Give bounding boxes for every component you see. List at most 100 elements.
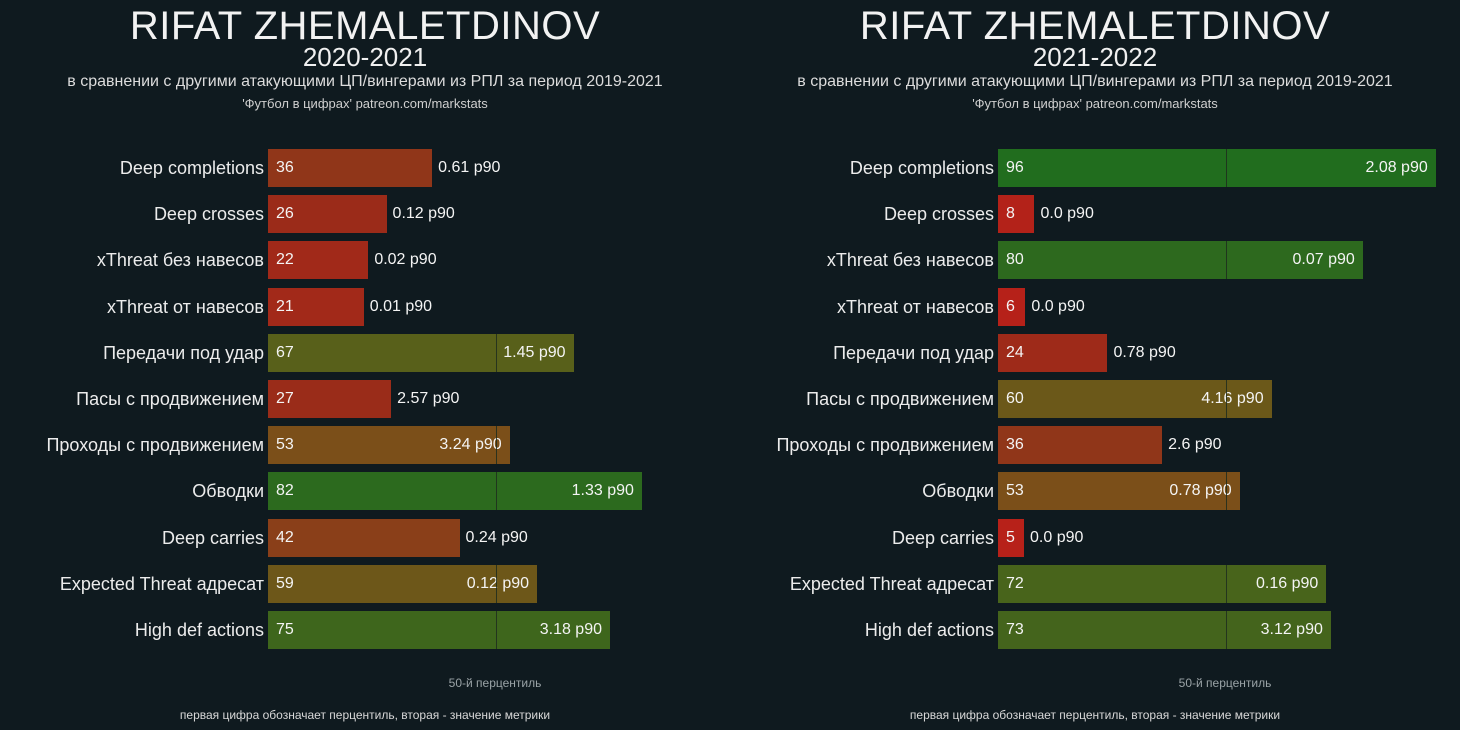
median-reference-line — [496, 611, 497, 649]
metric-value: 0.24 p90 — [465, 528, 528, 546]
percentile-bar — [998, 518, 1024, 557]
percentile-bar — [998, 611, 1331, 649]
percentile-value: 26 — [276, 205, 294, 223]
category-label: xThreat от навесов — [107, 296, 264, 317]
median-reference-line — [1226, 149, 1227, 187]
metric-value: 0.07 p90 — [1292, 251, 1355, 269]
metric-value: 0.02 p90 — [374, 251, 437, 269]
percentile-value: 6 — [1006, 297, 1015, 315]
percentile-value: 21 — [276, 297, 294, 315]
category-label: Передачи под удар — [833, 342, 994, 363]
season-label: 2021-2022 — [1032, 42, 1158, 72]
percentile-bar — [998, 287, 1026, 326]
metric-value: 2.08 p90 — [1365, 159, 1428, 176]
median-reference-line — [496, 472, 497, 511]
metric-value: 4.16 p90 — [1201, 390, 1264, 407]
metric-value: 2.57 p90 — [397, 390, 460, 407]
metric-value: 0.0 p90 — [1040, 205, 1094, 223]
footer-explanation: первая цифра обозначает перцентиль, втор… — [909, 708, 1281, 722]
category-label: Deep carries — [161, 527, 264, 548]
metric-value: 0.78 p90 — [1169, 482, 1232, 500]
category-label: Проходы с продвижением — [46, 435, 264, 456]
median-reference-line — [1226, 380, 1227, 418]
metric-value: 0.0 p90 — [1030, 528, 1084, 546]
category-label: xThreat без навесов — [96, 250, 264, 271]
percentile-value: 72 — [1006, 574, 1024, 592]
metric-value: 1.45 p90 — [503, 343, 566, 361]
percentile-value: 96 — [1006, 159, 1024, 176]
percentile-bar — [268, 380, 392, 418]
percentile-bar — [268, 195, 387, 234]
percentile-value: 53 — [276, 436, 294, 454]
percentile-bar — [998, 380, 1272, 418]
percentile-value: 5 — [1006, 528, 1015, 546]
player-title: RIFAT ZHEMALETDINOV — [859, 4, 1331, 48]
percentile-value: 73 — [1006, 621, 1024, 638]
median-reference-line — [1226, 564, 1227, 603]
percentile-value: 53 — [1006, 482, 1024, 500]
percentile-value: 59 — [276, 574, 294, 592]
percentile-bar — [268, 472, 642, 511]
median-axis-note: 50-й перцентиль — [1178, 676, 1272, 690]
percentile-value: 67 — [276, 343, 294, 361]
category-label: Deep completions — [119, 158, 264, 178]
metric-value: 3.24 p90 — [439, 436, 502, 454]
category-label: Пасы с продвижением — [76, 389, 264, 409]
percentile-bar — [268, 287, 364, 326]
percentile-value: 82 — [276, 482, 294, 500]
percentile-bar — [998, 564, 1327, 603]
percentile-value: 24 — [1006, 343, 1024, 361]
category-label: Обводки — [192, 481, 264, 502]
source-credit: 'Футбол в цифрах' patreon.com/markstats — [242, 96, 488, 111]
percentile-value: 60 — [1006, 390, 1024, 407]
median-reference-line — [1226, 472, 1227, 511]
percentile-value: 36 — [1006, 436, 1024, 454]
category-label: Deep crosses — [883, 204, 994, 225]
category-label: High def actions — [134, 620, 264, 640]
percentile-bar — [998, 426, 1163, 465]
category-label: xThreat без навесов — [826, 250, 994, 271]
percentile-bar — [268, 426, 510, 465]
percentile-bar — [268, 333, 574, 372]
percentile-value: 27 — [276, 390, 294, 407]
category-label: Deep carries — [891, 527, 994, 548]
category-label: High def actions — [864, 620, 994, 640]
metric-value: 0.0 p90 — [1031, 297, 1085, 315]
panel-2020-2021: RIFAT ZHEMALETDINOV 2020-2021 в сравнени… — [46, 4, 663, 722]
metric-value: 0.01 p90 — [369, 297, 433, 315]
metric-value: 1.33 p90 — [571, 482, 634, 500]
percentile-bar — [268, 149, 433, 187]
median-reference-line — [496, 564, 497, 603]
category-label: Обводки — [922, 481, 994, 502]
category-label: Expected Threat адресат — [789, 573, 994, 594]
median-reference-line — [1226, 611, 1227, 649]
footer-explanation: первая цифра обозначает перцентиль, втор… — [179, 708, 551, 722]
median-reference-line — [496, 426, 497, 465]
percentile-bar-chart: Deep completions 36 0.61 p90 Deep crosses 26… — [46, 149, 642, 649]
comparison-subtitle: в сравнении с другими атакующими ЦП/винг… — [67, 73, 663, 90]
metric-value: 0.78 p90 — [1113, 343, 1176, 361]
percentile-value: 80 — [1006, 251, 1024, 269]
metric-value: 0.12 p90 — [392, 205, 455, 223]
category-label: Пасы с продвижением — [806, 389, 994, 409]
season-label: 2020-2021 — [302, 42, 428, 72]
percentile-bar — [998, 195, 1035, 234]
panel-2021-2022: RIFAT ZHEMALETDINOV 2021-2022 в сравнени… — [730, 0, 1460, 730]
category-label: Expected Threat адресат — [59, 573, 264, 594]
percentile-bar — [268, 564, 538, 603]
percentile-value: 8 — [1006, 205, 1015, 223]
comparison-subtitle: в сравнении с другими атакующими ЦП/винг… — [797, 73, 1393, 90]
median-reference-line — [1226, 241, 1227, 280]
category-label: xThreat от навесов — [837, 296, 994, 317]
category-label: Deep completions — [849, 158, 994, 178]
metric-value: 3.12 p90 — [1260, 621, 1323, 638]
player-title: RIFAT ZHEMALETDINOV — [129, 4, 601, 48]
percentile-bar — [268, 518, 460, 557]
metric-value: 0.16 p90 — [1256, 574, 1319, 592]
percentile-bar — [268, 611, 610, 649]
category-label: Deep crosses — [153, 204, 264, 225]
median-reference-line — [496, 333, 497, 372]
percentile-value: 36 — [276, 159, 294, 176]
source-credit: 'Футбол в цифрах' patreon.com/markstats — [972, 96, 1218, 111]
percentile-bar-chart: Deep completions 96 2.08 p90 Deep crosses 8 0… — [730, 0, 1460, 730]
